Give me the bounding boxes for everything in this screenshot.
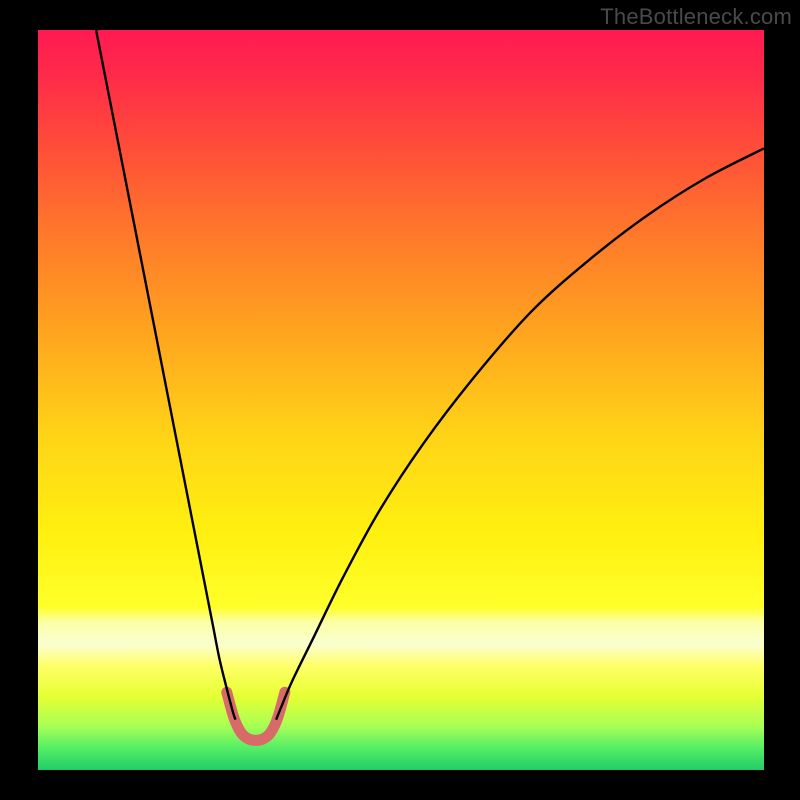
curve-overlay xyxy=(0,0,800,800)
chart-frame: TheBottleneck.com xyxy=(0,0,800,800)
curve-segment xyxy=(96,30,235,720)
watermark-text: TheBottleneck.com xyxy=(600,4,792,30)
curve-segment xyxy=(276,148,764,719)
